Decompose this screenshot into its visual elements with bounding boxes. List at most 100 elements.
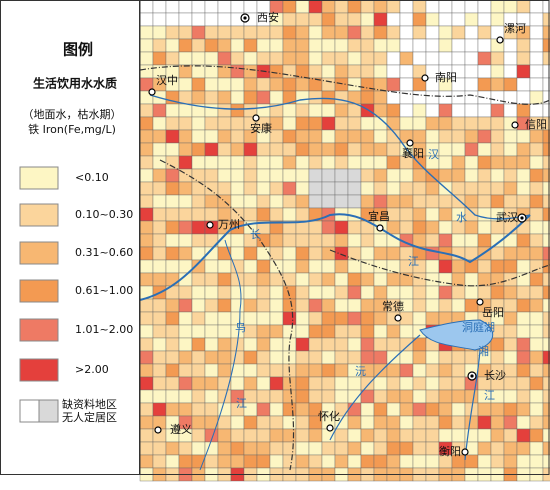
map-cell <box>360 454 375 469</box>
city-marker <box>252 114 260 122</box>
map-cell <box>308 155 323 170</box>
map-cell <box>477 103 492 118</box>
map-cell <box>360 51 375 66</box>
map-cell <box>191 337 206 352</box>
map-cell <box>321 246 336 261</box>
map-cell <box>425 103 440 118</box>
legend-swatch <box>19 241 59 265</box>
map-cell <box>399 51 414 66</box>
map-cell <box>516 285 531 300</box>
map-cell <box>360 194 375 209</box>
map-cell <box>386 51 401 66</box>
map-cell <box>334 0 349 14</box>
map-cell <box>412 12 427 27</box>
map-cell <box>308 129 323 144</box>
map-cell <box>191 181 206 196</box>
map-cell <box>295 103 310 118</box>
map-cell <box>477 285 492 300</box>
map-cell <box>464 285 479 300</box>
map-cell <box>516 103 531 118</box>
map-cell <box>347 428 362 443</box>
map-cell <box>347 0 362 14</box>
map-cell <box>347 298 362 313</box>
map-cell <box>308 181 323 196</box>
map-cell <box>178 246 193 261</box>
map-cell <box>386 428 401 443</box>
map-cell <box>204 64 219 79</box>
map-cell <box>295 415 310 430</box>
map-cell <box>256 103 271 118</box>
map-cell <box>139 402 154 417</box>
map-cell <box>321 441 336 456</box>
map-cell <box>321 90 336 105</box>
map-cell <box>399 324 414 339</box>
map-cell <box>477 220 492 235</box>
map-cell <box>269 155 284 170</box>
map-cell <box>373 12 388 27</box>
map-cell <box>451 181 466 196</box>
map-cell <box>139 311 154 326</box>
legend-swatch <box>19 318 59 342</box>
map-cell <box>204 38 219 53</box>
map-cell <box>204 337 219 352</box>
map-cell <box>295 389 310 404</box>
map-cell <box>308 272 323 287</box>
map-cell <box>529 428 544 443</box>
map-cell <box>399 441 414 456</box>
city-label: 襄阳 <box>402 146 424 160</box>
map-cell <box>451 259 466 274</box>
map-cell <box>282 454 297 469</box>
map-cell <box>243 272 258 287</box>
map-cell <box>347 155 362 170</box>
legend-swatch <box>19 358 59 382</box>
map-cell <box>230 90 245 105</box>
map-cell <box>139 142 154 157</box>
map-cell <box>282 324 297 339</box>
map-cell <box>438 376 453 391</box>
map-cell <box>386 350 401 365</box>
map-cell <box>425 129 440 144</box>
map-cell <box>529 376 544 391</box>
map-cell <box>464 129 479 144</box>
legend-swatch <box>19 279 59 303</box>
map-cell <box>386 246 401 261</box>
map-cell <box>282 389 297 404</box>
map-cell <box>165 246 180 261</box>
map-cell <box>516 454 531 469</box>
map-cell <box>217 103 232 118</box>
map-cell <box>438 103 453 118</box>
map-cell <box>178 402 193 417</box>
map-cell <box>178 90 193 105</box>
map-cell <box>165 389 180 404</box>
map-cell <box>178 350 193 365</box>
map-cell <box>490 168 505 183</box>
map-cell <box>503 0 518 14</box>
map-cell <box>477 51 492 66</box>
map-cell <box>438 168 453 183</box>
map-cell <box>516 337 531 352</box>
map-cell <box>243 0 258 14</box>
map-lines <box>139 65 550 471</box>
map-cell <box>490 12 505 27</box>
map-cell <box>152 194 167 209</box>
map-cell <box>178 25 193 40</box>
map-cell <box>256 428 271 443</box>
map-cell <box>503 103 518 118</box>
map-cell <box>152 129 167 144</box>
map-cell <box>464 350 479 365</box>
map-cell <box>178 233 193 248</box>
map-cell <box>412 454 427 469</box>
map-cell <box>412 389 427 404</box>
map-cell <box>269 207 284 222</box>
map-cell <box>464 142 479 157</box>
map-cell <box>347 64 362 79</box>
map-cell <box>139 155 154 170</box>
map-cell <box>321 181 336 196</box>
map-cell <box>282 103 297 118</box>
map-cell <box>360 350 375 365</box>
map-cell <box>477 129 492 144</box>
map-cell <box>464 64 479 79</box>
map-cell <box>217 454 232 469</box>
map-cell <box>308 350 323 365</box>
map-cell <box>282 12 297 27</box>
